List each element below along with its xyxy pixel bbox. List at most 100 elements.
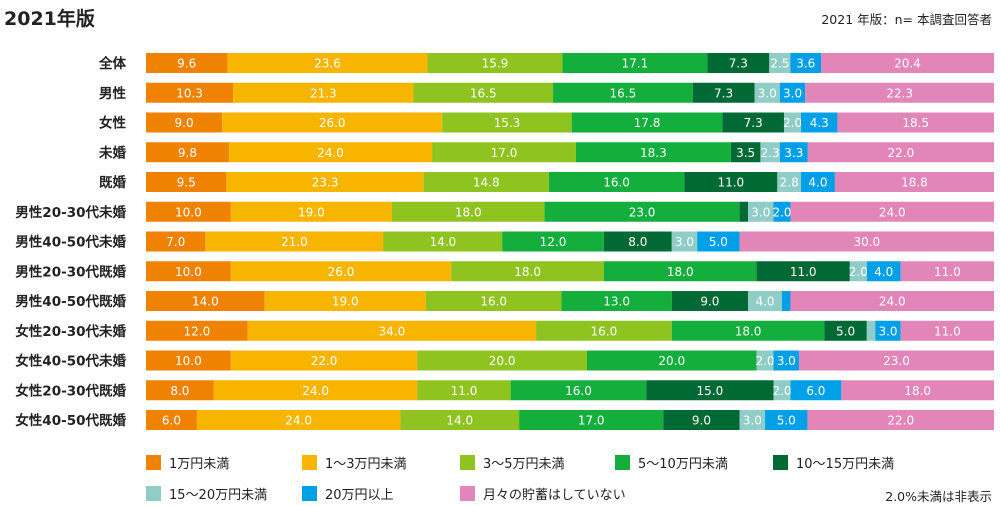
data-label: 3.0 — [783, 86, 802, 100]
data-label: 17.0 — [491, 146, 518, 160]
data-label: 34.0 — [379, 324, 406, 338]
category-label: 男性20-30代既婚 — [15, 263, 126, 280]
data-label: 12.0 — [540, 235, 567, 249]
category-label: 女性 — [99, 115, 126, 132]
legend-swatch — [302, 486, 317, 501]
bar-segment — [748, 291, 782, 311]
data-label: 3.0 — [777, 354, 796, 368]
category-label: 女性20-30代既婚 — [15, 382, 126, 399]
bar-segment — [790, 53, 822, 73]
legend-swatch — [146, 486, 161, 501]
data-label: 3.0 — [878, 324, 897, 338]
legend-label: 1万円未満 — [169, 457, 229, 472]
bar-segment — [779, 142, 808, 163]
data-label: 4.3 — [810, 116, 829, 130]
bar-segment — [196, 410, 401, 430]
bar-segment — [692, 82, 755, 103]
bar-segment — [801, 172, 835, 192]
bar-segment — [756, 350, 774, 371]
category-label: 男性20-30代未婚 — [15, 204, 126, 221]
data-label: 8.0 — [170, 384, 189, 398]
data-label: 26.0 — [328, 265, 355, 279]
bar-segment — [754, 82, 780, 103]
bar-segment — [866, 261, 901, 282]
data-label: 9.0 — [700, 295, 719, 309]
bar-segment — [739, 201, 749, 222]
legend-swatch — [773, 455, 788, 470]
data-label: 22.0 — [888, 146, 915, 160]
bar-segment — [773, 201, 791, 222]
data-label: 18.0 — [667, 265, 694, 279]
bar-segment — [146, 82, 234, 103]
bar-segment — [432, 142, 576, 163]
data-label: 19.0 — [298, 205, 325, 219]
data-label: 18.0 — [455, 205, 482, 219]
data-label: 24.0 — [302, 384, 329, 398]
bar-segment — [417, 350, 587, 371]
bar-segment — [671, 320, 825, 341]
data-label: 14.0 — [446, 414, 473, 428]
bar-segment — [425, 291, 562, 311]
bar-segment — [849, 261, 867, 282]
data-label: 11.0 — [934, 265, 961, 279]
data-label: 9.8 — [178, 146, 197, 160]
bar-segment — [790, 201, 994, 222]
data-label: 10.0 — [175, 205, 202, 219]
bar-segment — [417, 380, 511, 401]
legend-label: 15～20万円未満 — [169, 488, 267, 503]
data-label: 22.3 — [886, 86, 913, 100]
data-label: 16.0 — [591, 324, 618, 338]
bar-segment — [782, 291, 791, 311]
bar-segment — [730, 142, 761, 163]
data-label: 5.0 — [709, 235, 728, 249]
category-label: 男性40-50代未婚 — [15, 234, 126, 251]
bar-segment — [146, 142, 229, 163]
data-label: 18.8 — [901, 176, 928, 190]
data-label: 2.0 — [772, 384, 791, 398]
data-label: 9.5 — [177, 176, 196, 190]
bar-segment — [790, 380, 842, 401]
bar-segment — [760, 142, 780, 163]
bar-segment — [722, 112, 785, 133]
bar-segment — [146, 291, 265, 311]
data-label: 3.0 — [758, 86, 777, 100]
bar-segment — [866, 320, 876, 341]
bar-segment — [205, 231, 384, 252]
data-label: 24.0 — [317, 146, 344, 160]
bar-segment — [790, 291, 994, 311]
data-label: 7.3 — [744, 116, 763, 130]
data-label: 23.0 — [629, 205, 656, 219]
bar-segment — [765, 410, 808, 430]
bar-segment — [561, 291, 672, 311]
data-label: 16.5 — [610, 86, 637, 100]
data-label: 16.5 — [470, 86, 497, 100]
bar-segment — [222, 112, 443, 133]
data-label: 2.3 — [761, 146, 780, 160]
legend-label: 1～3万円未満 — [325, 457, 407, 472]
category-label: 女性20-30代未婚 — [15, 323, 126, 340]
data-label: 11.0 — [717, 176, 744, 190]
data-label: 4.0 — [808, 176, 827, 190]
legend-label: 月々の貯蓄はしていない — [483, 488, 626, 503]
data-label: 16.0 — [603, 176, 630, 190]
data-label: 9.0 — [692, 414, 711, 428]
bar-segment — [841, 380, 994, 401]
bar-segment — [773, 380, 791, 401]
category-label: 男性 — [99, 85, 126, 102]
chart-title: 2021年版 — [4, 8, 95, 30]
data-label: 16.0 — [480, 295, 507, 309]
data-label: 15.3 — [494, 116, 521, 130]
bar-segment — [413, 82, 554, 103]
data-label: 6.0 — [806, 384, 825, 398]
data-label: 20.0 — [658, 354, 685, 368]
data-label: 14.0 — [192, 295, 219, 309]
bar-segment — [391, 201, 545, 222]
data-label: 10.0 — [175, 354, 202, 368]
data-label: 24.0 — [285, 414, 312, 428]
data-label: 11.0 — [451, 384, 478, 398]
data-label: 18.5 — [902, 116, 929, 130]
bar-segment — [146, 350, 231, 371]
data-label: 4.0 — [755, 295, 774, 309]
bar-segment — [536, 320, 672, 341]
bar-segment — [807, 142, 994, 163]
